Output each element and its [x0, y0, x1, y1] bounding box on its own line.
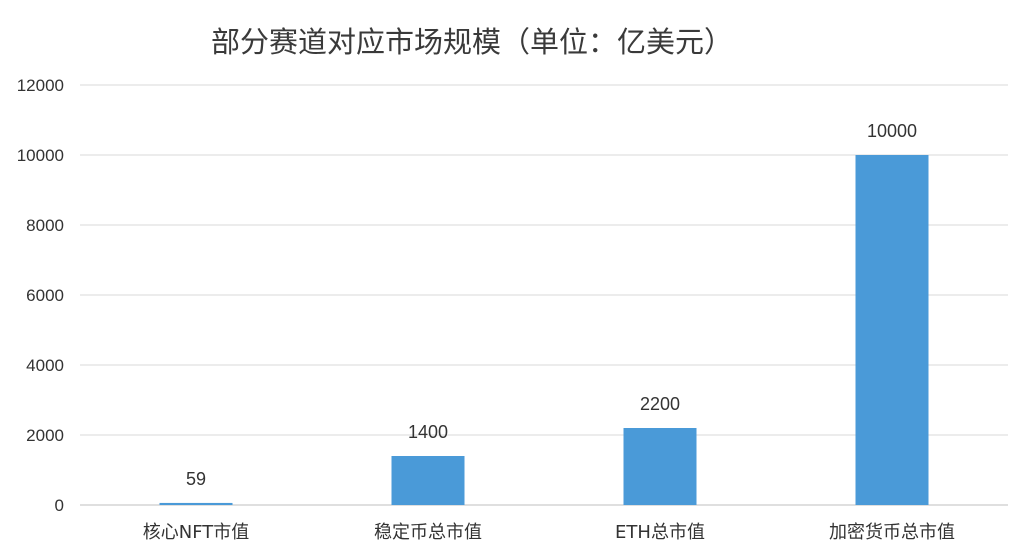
bar — [159, 502, 233, 505]
y-tick-label: 0 — [55, 496, 64, 515]
x-tick-label: 稳定币总市值 — [374, 522, 482, 543]
y-tick-label: 8000 — [26, 216, 64, 235]
y-tick-label: 4000 — [26, 356, 64, 375]
x-tick-label: 核心NFT市值 — [143, 522, 250, 543]
data-labels: 59 1400 2200 10000 — [186, 121, 917, 489]
bar — [855, 155, 929, 505]
x-tick-label: ETH总市值 — [615, 522, 705, 543]
y-tick-label: 10000 — [17, 146, 64, 165]
data-label: 2200 — [640, 394, 680, 414]
gridlines — [80, 84, 1008, 506]
bar — [391, 456, 465, 505]
data-label: 10000 — [867, 121, 917, 141]
x-axis-ticks: 核心NFT市值 稳定币总市值 ETH总市值 加密货币总市值 — [143, 522, 955, 543]
data-label: 1400 — [408, 422, 448, 442]
y-tick-label: 6000 — [26, 286, 64, 305]
chart-title: 部分赛道对应市场规模（单位：亿美元） — [211, 25, 733, 59]
data-label: 59 — [186, 469, 206, 489]
x-tick-label: 加密货币总市值 — [829, 522, 955, 543]
y-axis-ticks: 0 2000 4000 6000 8000 10000 12000 — [17, 76, 64, 515]
bar — [623, 428, 697, 505]
y-tick-label: 12000 — [17, 76, 64, 95]
bars — [159, 155, 929, 505]
y-tick-label: 2000 — [26, 426, 64, 445]
